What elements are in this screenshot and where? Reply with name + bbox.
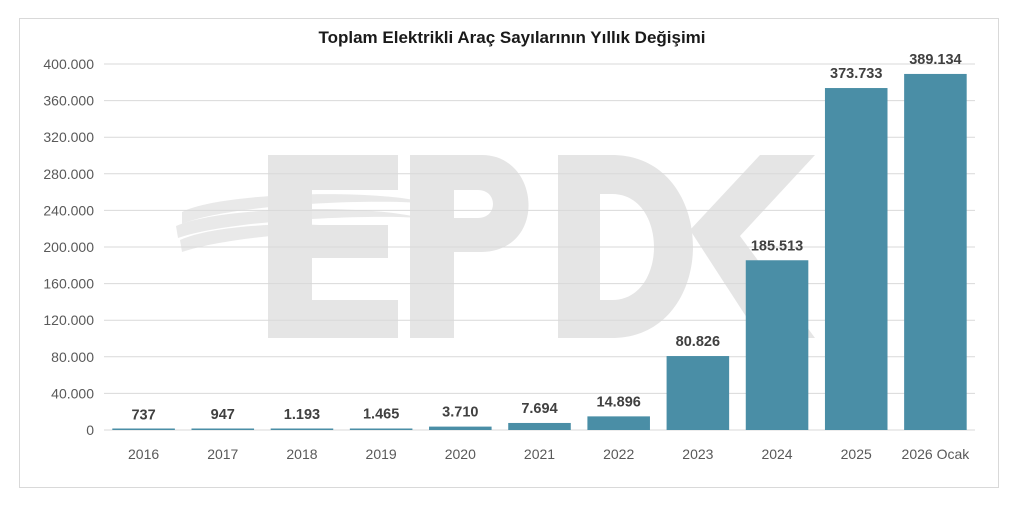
data-label: 389.134 bbox=[909, 52, 961, 68]
bar bbox=[666, 356, 730, 430]
chart-title: Toplam Elektrikli Araç Sayılarının Yıllı… bbox=[318, 28, 706, 47]
y-tick-label: 280.000 bbox=[43, 166, 94, 182]
bar bbox=[824, 88, 888, 430]
y-tick-label: 400.000 bbox=[43, 56, 94, 72]
y-tick-label: 160.000 bbox=[43, 276, 94, 292]
x-category-label: 2025 bbox=[841, 446, 872, 462]
x-category-label: 2022 bbox=[603, 446, 634, 462]
x-category-label: 2021 bbox=[524, 446, 555, 462]
x-axis-categories: 2016 2017 2018 2019 2020 2021 2022 2023 2024 2025… bbox=[128, 446, 970, 462]
x-category-label: 2023 bbox=[682, 446, 713, 462]
data-label: 1.465 bbox=[363, 407, 399, 423]
bars bbox=[112, 73, 967, 431]
x-category-label: 2019 bbox=[366, 446, 397, 462]
y-tick-label: 200.000 bbox=[43, 239, 94, 255]
x-category-label: 2018 bbox=[286, 446, 317, 462]
bar bbox=[508, 422, 571, 430]
data-label: 185.513 bbox=[751, 238, 803, 254]
bar bbox=[745, 260, 809, 430]
y-tick-label: 320.000 bbox=[43, 129, 94, 145]
data-labels: 737 947 1.193 1.465 3.710 7.694 14.896 80.826 18… bbox=[131, 52, 961, 423]
bar bbox=[587, 416, 650, 430]
x-category-label: 2024 bbox=[761, 446, 792, 462]
bar bbox=[904, 73, 967, 431]
x-category-label: 2017 bbox=[207, 446, 238, 462]
y-tick-label: 240.000 bbox=[43, 202, 94, 218]
bar bbox=[270, 428, 334, 430]
data-label: 80.826 bbox=[676, 334, 720, 350]
y-tick-label: 360.000 bbox=[43, 93, 94, 109]
x-category-label: 2020 bbox=[445, 446, 476, 462]
data-label: 14.896 bbox=[597, 394, 641, 410]
y-tick-label: 120.000 bbox=[43, 312, 94, 328]
x-category-label: 2016 bbox=[128, 446, 159, 462]
y-tick-label: 80.000 bbox=[51, 349, 94, 365]
data-label: 947 bbox=[211, 407, 235, 423]
data-label: 373.733 bbox=[830, 66, 882, 82]
bar bbox=[429, 426, 492, 430]
y-axis-ticks: 0 40.000 80.000 120.000 160.000 200.000 240.00… bbox=[43, 56, 94, 438]
data-label: 3.710 bbox=[442, 405, 478, 421]
bar bbox=[112, 428, 175, 430]
bar bbox=[349, 428, 413, 430]
y-tick-label: 0 bbox=[86, 422, 94, 438]
x-category-label: 2026 Ocak bbox=[902, 446, 971, 462]
y-tick-label: 40.000 bbox=[51, 385, 94, 401]
data-label: 1.193 bbox=[284, 407, 320, 423]
data-label: 7.694 bbox=[521, 401, 557, 417]
data-label: 737 bbox=[131, 407, 155, 423]
bar bbox=[191, 428, 255, 430]
